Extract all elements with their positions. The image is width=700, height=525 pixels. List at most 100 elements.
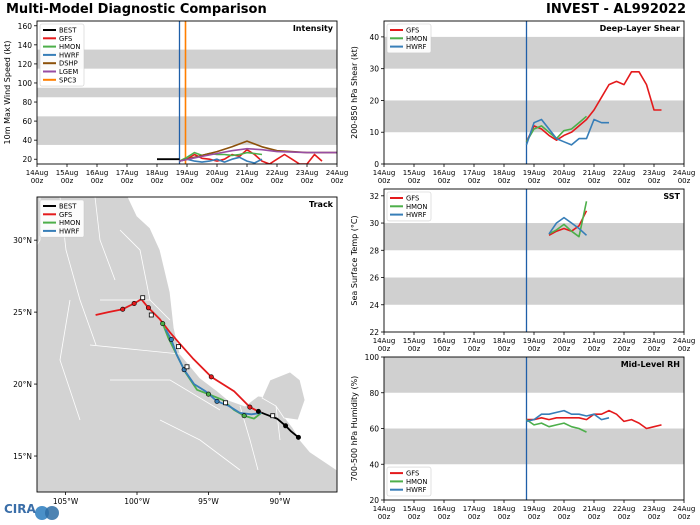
intensity-xtick-label-hour: 00z bbox=[241, 177, 254, 185]
intensity-xtick-label: 24Aug bbox=[326, 169, 349, 177]
track-ytick-label: 25°N bbox=[13, 308, 32, 317]
intensity-ytick-label: 120 bbox=[18, 60, 33, 69]
track-marker-gfs bbox=[247, 404, 253, 410]
shear-xtick-label-hour: 00z bbox=[468, 177, 481, 185]
sst-xtick-label-hour: 00z bbox=[528, 345, 541, 353]
sst-xtick-label-hour: 00z bbox=[378, 345, 391, 353]
figure-title: Multi-Model Diagnostic Comparison bbox=[6, 2, 267, 17]
intensity-ylabel: 10m Max Wind Speed (kt) bbox=[3, 41, 12, 145]
track-marker-open bbox=[184, 364, 190, 370]
cira-logo bbox=[35, 506, 59, 520]
shear-xtick-label-hour: 00z bbox=[678, 177, 691, 185]
sst-xtick-label: 19Aug bbox=[523, 337, 546, 345]
sst-ytick-label: 32 bbox=[369, 192, 379, 201]
shear-legend-label-hmon: HMON bbox=[406, 35, 427, 43]
intensity-xtick-label-hour: 00z bbox=[121, 177, 134, 185]
shear-xtick-label-hour: 00z bbox=[438, 177, 451, 185]
sst-ytick-label: 22 bbox=[369, 328, 379, 337]
track-legend bbox=[39, 199, 85, 238]
shear-legend-label-gfs: GFS bbox=[406, 27, 419, 35]
shear-ytick-label: 40 bbox=[369, 33, 379, 42]
sst-xtick-label-hour: 00z bbox=[558, 345, 571, 353]
shear-panel-title: Deep-Layer Shear bbox=[600, 24, 680, 33]
shear-xtick-label-hour: 00z bbox=[588, 177, 601, 185]
intensity-ytick-label: 20 bbox=[22, 155, 32, 164]
shear-xtick-label: 15Aug bbox=[403, 169, 426, 177]
sst-xtick-label: 16Aug bbox=[433, 337, 456, 345]
rh-xtick-label-hour: 00z bbox=[558, 513, 571, 521]
cira-logo-text: CIRA bbox=[4, 502, 36, 516]
intensity-band bbox=[37, 116, 337, 145]
sst-legend-label-hwrf: HWRF bbox=[406, 211, 427, 219]
rh-xtick-label-hour: 00z bbox=[648, 513, 661, 521]
sst-xtick-label-hour: 00z bbox=[648, 345, 661, 353]
rh-xtick-label-hour: 00z bbox=[678, 513, 691, 521]
sst-xtick-label: 21Aug bbox=[583, 337, 606, 345]
sst-ytick-label: 30 bbox=[369, 219, 379, 228]
intensity-legend-label-lgem: LGEM bbox=[59, 68, 78, 76]
track-marker-best bbox=[283, 423, 289, 429]
sst-xtick-label-hour: 00z bbox=[588, 345, 601, 353]
shear-xtick-label-hour: 00z bbox=[618, 177, 631, 185]
intensity-ytick-label: 160 bbox=[18, 22, 33, 31]
track-xtick-label: 100°W bbox=[124, 497, 150, 506]
sst-xtick-label-hour: 00z bbox=[678, 345, 691, 353]
intensity-xtick-label-hour: 00z bbox=[301, 177, 314, 185]
sst-series-hwrf bbox=[548, 216, 588, 236]
sst-ytick-label: 24 bbox=[369, 301, 379, 310]
intensity-ytick-label: 40 bbox=[22, 136, 32, 145]
shear-series-gfs bbox=[525, 71, 662, 143]
sst-plot-area bbox=[384, 189, 684, 332]
rh-ytick-label: 40 bbox=[369, 460, 379, 469]
intensity-band bbox=[37, 87, 337, 98]
shear-ytick-label: 0 bbox=[374, 160, 379, 169]
intensity-xtick-label: 23Aug bbox=[296, 169, 319, 177]
sst-xtick-label-hour: 00z bbox=[408, 345, 421, 353]
shear-plot-area bbox=[384, 21, 684, 164]
sst-xtick-label-hour: 00z bbox=[468, 345, 481, 353]
shear-xtick-label: 14Aug bbox=[373, 169, 396, 177]
sst-xtick-label: 22Aug bbox=[613, 337, 636, 345]
rh-xtick-label: 19Aug bbox=[523, 505, 546, 513]
intensity-legend-label-gfs: GFS bbox=[59, 35, 72, 43]
intensity-xtick-label: 20Aug bbox=[206, 169, 229, 177]
shear-xtick-label-hour: 00z bbox=[528, 177, 541, 185]
intensity-band bbox=[37, 49, 337, 69]
intensity-xtick-label: 15Aug bbox=[56, 169, 79, 177]
track-ytick-label: 15°N bbox=[13, 452, 32, 461]
intensity-xtick-label-hour: 00z bbox=[271, 177, 284, 185]
sst-panel-title: SST bbox=[663, 192, 680, 201]
rh-xtick-label-hour: 00z bbox=[438, 513, 451, 521]
shear-xtick-label: 18Aug bbox=[493, 169, 516, 177]
intensity-legend-label-spc3: SPC3 bbox=[59, 76, 76, 84]
intensity-legend-label-dshp: DSHP bbox=[59, 60, 78, 68]
intensity-panel-title: Intensity bbox=[293, 24, 334, 33]
shear-xtick-label: 16Aug bbox=[433, 169, 456, 177]
sst-series-hmon bbox=[548, 201, 588, 238]
intensity-ytick-label: 140 bbox=[18, 41, 33, 50]
track-marker-hmon bbox=[160, 321, 166, 327]
shear-xtick-label: 21Aug bbox=[583, 169, 606, 177]
intensity-ytick-label: 80 bbox=[22, 98, 32, 107]
intensity-series-hwrf bbox=[179, 156, 263, 164]
intensity-legend-label-hmon: HMON bbox=[59, 43, 80, 51]
intensity-legend-label-best: BEST bbox=[59, 27, 77, 35]
shear-xtick-label: 22Aug bbox=[613, 169, 636, 177]
intensity-series-lgem bbox=[179, 147, 337, 162]
track-map-area bbox=[37, 197, 337, 492]
intensity-ytick-label: 100 bbox=[18, 79, 33, 88]
rh-xtick-label: 16Aug bbox=[433, 505, 456, 513]
track-marker-hwrf bbox=[214, 398, 220, 404]
rh-xtick-label-hour: 00z bbox=[408, 513, 421, 521]
rh-xtick-label: 18Aug bbox=[493, 505, 516, 513]
rh-xtick-label-hour: 00z bbox=[378, 513, 391, 521]
track-marker-gfs bbox=[131, 300, 137, 306]
rh-xtick-label: 14Aug bbox=[373, 505, 396, 513]
rh-panel-title: Mid-Level RH bbox=[621, 360, 680, 369]
rh-band bbox=[384, 357, 684, 393]
shear-xtick-label: 19Aug bbox=[523, 169, 546, 177]
shear-xtick-label: 23Aug bbox=[643, 169, 666, 177]
track-frame bbox=[36, 196, 338, 493]
intensity-plot-area bbox=[37, 21, 337, 164]
track-legend-label-gfs: GFS bbox=[59, 211, 72, 219]
